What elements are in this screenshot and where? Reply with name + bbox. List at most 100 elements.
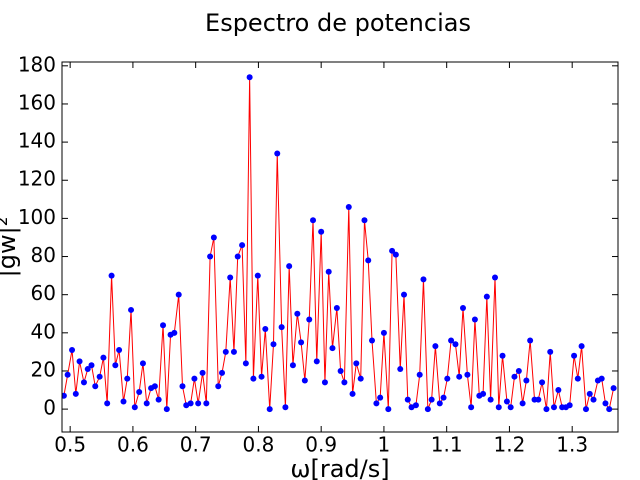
data-point	[492, 274, 499, 281]
data-point	[586, 390, 593, 397]
data-point	[116, 346, 123, 353]
data-point	[274, 150, 281, 157]
data-point	[369, 337, 376, 344]
data-point	[444, 375, 451, 382]
data-point	[459, 305, 466, 312]
data-point	[333, 305, 340, 312]
data-point	[62, 392, 67, 399]
data-point	[345, 203, 352, 210]
y-tick-label: 40	[31, 319, 56, 343]
y-tick-label: 140	[18, 129, 56, 153]
data-point	[543, 406, 550, 413]
data-point	[452, 341, 459, 348]
data-point	[88, 362, 95, 369]
data-point	[131, 404, 138, 411]
data-point	[250, 375, 257, 382]
data-point	[160, 322, 167, 329]
data-point	[96, 373, 103, 380]
data-point	[124, 375, 131, 382]
data-point	[72, 390, 79, 397]
data-point	[175, 291, 182, 298]
data-point	[566, 402, 573, 409]
data-point	[64, 371, 71, 378]
data-point	[298, 339, 305, 346]
data-point	[357, 375, 364, 382]
data-point	[487, 396, 494, 403]
data-point	[313, 358, 320, 365]
data-point	[227, 274, 234, 281]
data-point	[80, 379, 87, 386]
data-point	[234, 253, 241, 260]
data-point	[499, 352, 506, 359]
y-tick-label: 120	[18, 167, 56, 191]
data-point	[527, 337, 534, 344]
data-point	[215, 383, 222, 390]
data-point	[519, 400, 526, 407]
data-point	[230, 348, 237, 355]
data-point	[191, 375, 198, 382]
data-point	[550, 404, 557, 411]
data-point	[511, 373, 518, 380]
series-line	[63, 77, 615, 411]
plot-area	[62, 74, 617, 413]
data-point	[539, 379, 546, 386]
y-axis-label: |gw|²	[0, 217, 21, 278]
data-point	[155, 396, 162, 403]
data-point	[480, 390, 487, 397]
data-point	[282, 404, 289, 411]
data-point	[420, 276, 427, 283]
data-point	[535, 396, 542, 403]
x-axis-label: ω[rad/s]	[290, 455, 389, 480]
y-tick-label: 0	[43, 396, 56, 420]
data-point	[416, 371, 423, 378]
data-point	[242, 360, 249, 367]
data-point	[555, 387, 562, 394]
data-point	[337, 367, 344, 374]
data-point	[318, 228, 325, 235]
y-tick-label: 80	[31, 243, 56, 267]
data-point	[377, 394, 384, 401]
data-point	[392, 251, 399, 258]
data-point	[590, 396, 597, 403]
data-point	[207, 253, 214, 260]
data-point	[278, 324, 285, 331]
data-point	[385, 406, 392, 413]
data-point	[286, 263, 293, 270]
data-point	[353, 360, 360, 367]
data-point	[258, 373, 265, 380]
data-point	[219, 369, 226, 376]
x-tick-label: 0.6	[117, 433, 149, 457]
y-tick-label: 160	[18, 90, 56, 114]
data-point	[262, 326, 269, 333]
data-point	[602, 400, 609, 407]
data-point	[373, 400, 380, 407]
data-point	[432, 343, 439, 350]
data-point	[547, 348, 554, 355]
x-tick-label: 0.8	[243, 433, 275, 457]
data-point	[428, 396, 435, 403]
data-point	[468, 404, 475, 411]
data-point	[310, 217, 317, 224]
data-point	[515, 367, 522, 374]
x-tick-label: 0.9	[305, 433, 337, 457]
x-tick-label: 1.2	[494, 433, 526, 457]
x-tick-label: 1.3	[556, 433, 588, 457]
data-point	[503, 398, 510, 405]
data-point	[365, 257, 372, 264]
y-tick-label: 180	[18, 52, 56, 76]
data-point	[270, 341, 277, 348]
x-tick-label: 0.5	[54, 433, 86, 457]
axes-frame	[61, 61, 619, 433]
data-point	[222, 348, 229, 355]
data-point	[128, 306, 135, 313]
data-point	[424, 406, 431, 413]
data-point	[151, 383, 158, 390]
data-point	[507, 404, 514, 411]
data-point	[412, 402, 419, 409]
data-point	[139, 360, 146, 367]
data-point	[100, 354, 107, 361]
x-tick-label: 1	[378, 433, 391, 457]
data-point	[397, 366, 404, 373]
